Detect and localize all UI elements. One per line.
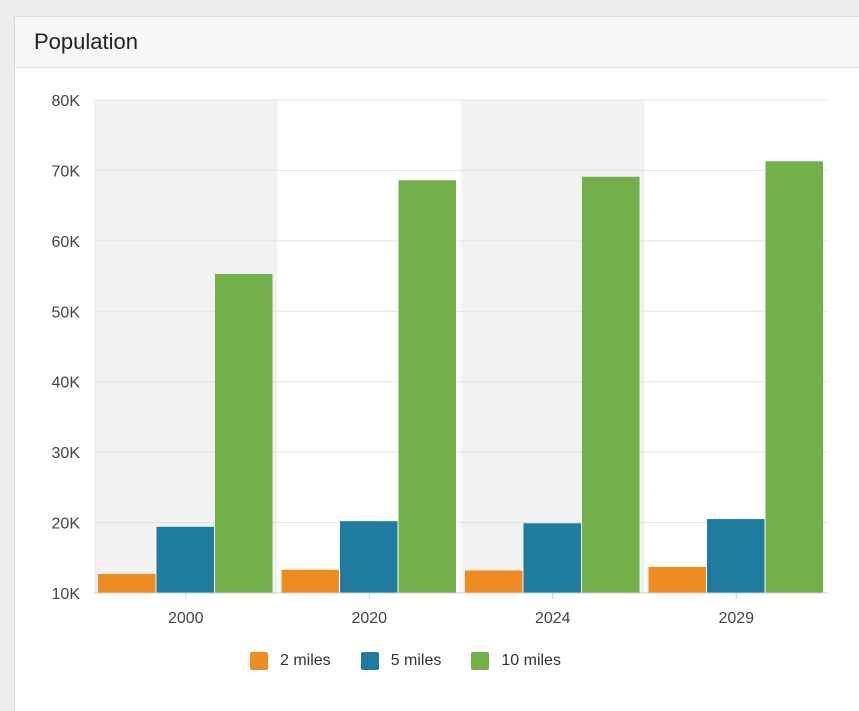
y-tick-label: 10K <box>52 586 81 603</box>
bar-10-miles-2029 <box>765 161 823 593</box>
bar-2-miles-2024 <box>465 570 523 593</box>
bar-10-miles-2020 <box>398 180 456 593</box>
y-tick-label: 70K <box>52 163 81 180</box>
legend-label: 2 miles <box>280 652 331 669</box>
bar-10-miles-2024 <box>582 176 640 593</box>
x-tick-label: 2020 <box>351 610 387 627</box>
y-tick-label: 20K <box>52 516 81 533</box>
y-tick-label: 60K <box>52 234 81 251</box>
y-tick-label: 50K <box>52 304 81 321</box>
bar-5-miles-2020 <box>340 521 398 593</box>
chart-legend: 2 miles 5 miles 10 miles <box>250 649 591 673</box>
legend-item-5-miles[interactable]: 5 miles <box>360 652 442 670</box>
legend-swatch <box>360 652 379 670</box>
legend-item-10-miles[interactable]: 10 miles <box>471 652 561 670</box>
x-tick-label: 2000 <box>168 610 204 627</box>
y-tick-label: 40K <box>52 375 81 392</box>
legend-swatch <box>250 652 268 670</box>
x-tick-label: 2029 <box>718 610 754 627</box>
bar-2-miles-2020 <box>281 569 339 593</box>
y-tick-label: 30K <box>52 445 81 462</box>
legend-swatch <box>471 652 490 670</box>
panel-header: Population <box>15 17 859 68</box>
y-tick-label: 80K <box>52 93 81 110</box>
bar-5-miles-2000 <box>156 526 214 593</box>
legend-label: 5 miles <box>390 652 442 669</box>
panel-title: Population <box>34 29 138 54</box>
bar-5-miles-2024 <box>523 523 581 593</box>
bar-2-miles-2000 <box>98 573 156 593</box>
legend-label: 10 miles <box>501 652 561 669</box>
bar-5-miles-2029 <box>707 519 765 593</box>
x-tick-label: 2024 <box>535 610 571 627</box>
bar-10-miles-2000 <box>215 273 273 593</box>
legend-item-2-miles[interactable]: 2 miles <box>250 652 331 670</box>
bar-2-miles-2029 <box>648 566 706 593</box>
